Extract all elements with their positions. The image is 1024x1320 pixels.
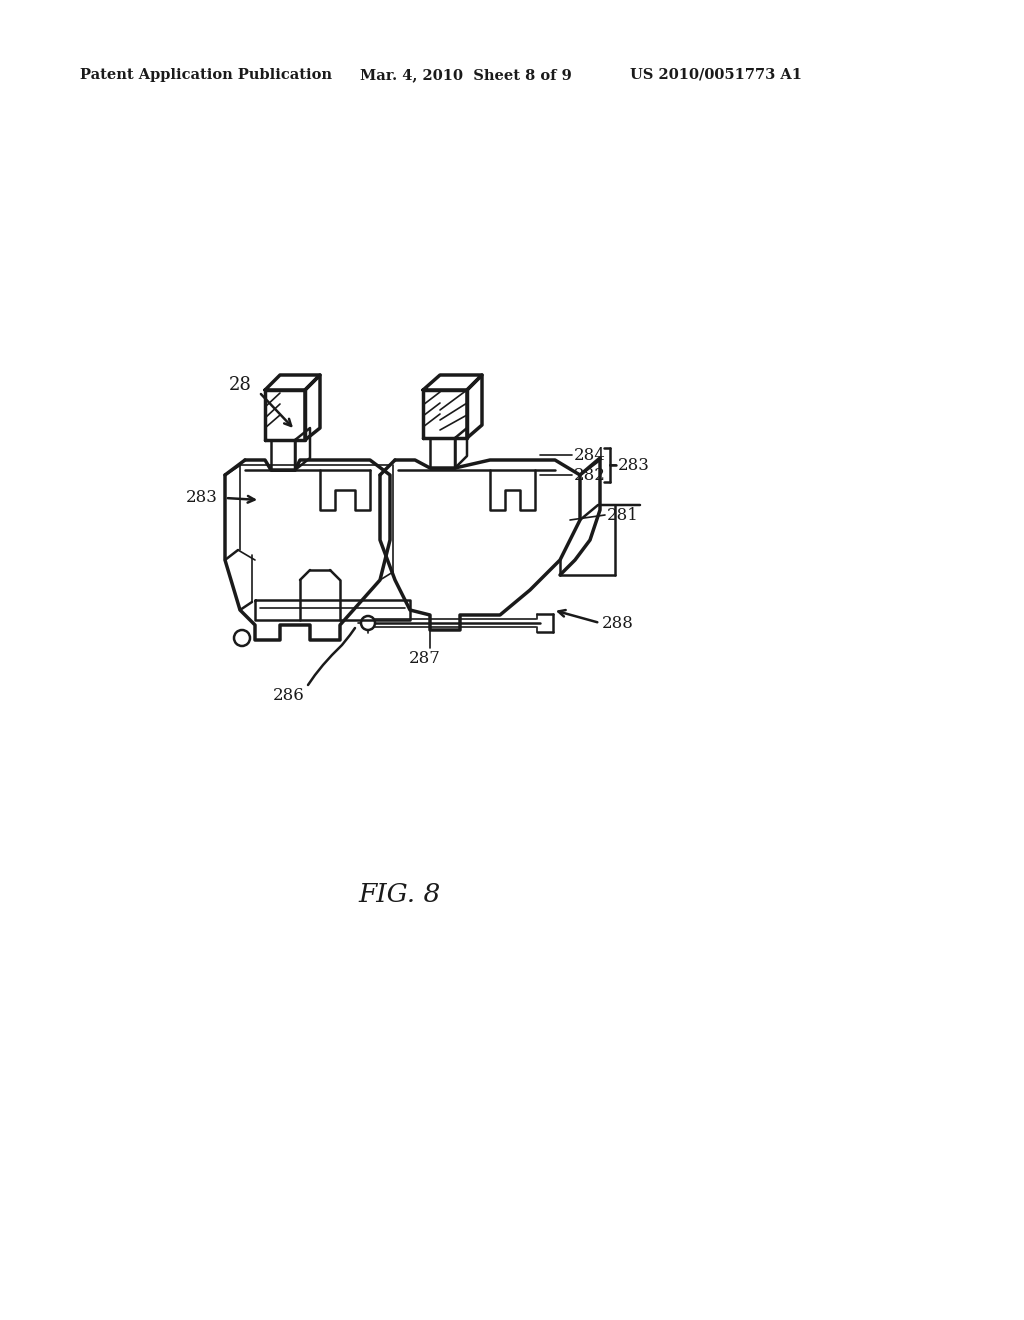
Text: 283: 283 [618, 457, 650, 474]
Text: 281: 281 [607, 507, 639, 524]
Text: 288: 288 [602, 615, 634, 631]
Text: Mar. 4, 2010  Sheet 8 of 9: Mar. 4, 2010 Sheet 8 of 9 [360, 69, 571, 82]
Text: Patent Application Publication: Patent Application Publication [80, 69, 332, 82]
Text: 284: 284 [574, 446, 606, 463]
Text: FIG. 8: FIG. 8 [358, 883, 441, 908]
Text: 286: 286 [273, 686, 305, 704]
Text: US 2010/0051773 A1: US 2010/0051773 A1 [630, 69, 802, 82]
Text: 28: 28 [229, 376, 252, 393]
Text: 283: 283 [186, 490, 218, 507]
Text: 287: 287 [409, 649, 441, 667]
Text: 282: 282 [574, 466, 606, 483]
